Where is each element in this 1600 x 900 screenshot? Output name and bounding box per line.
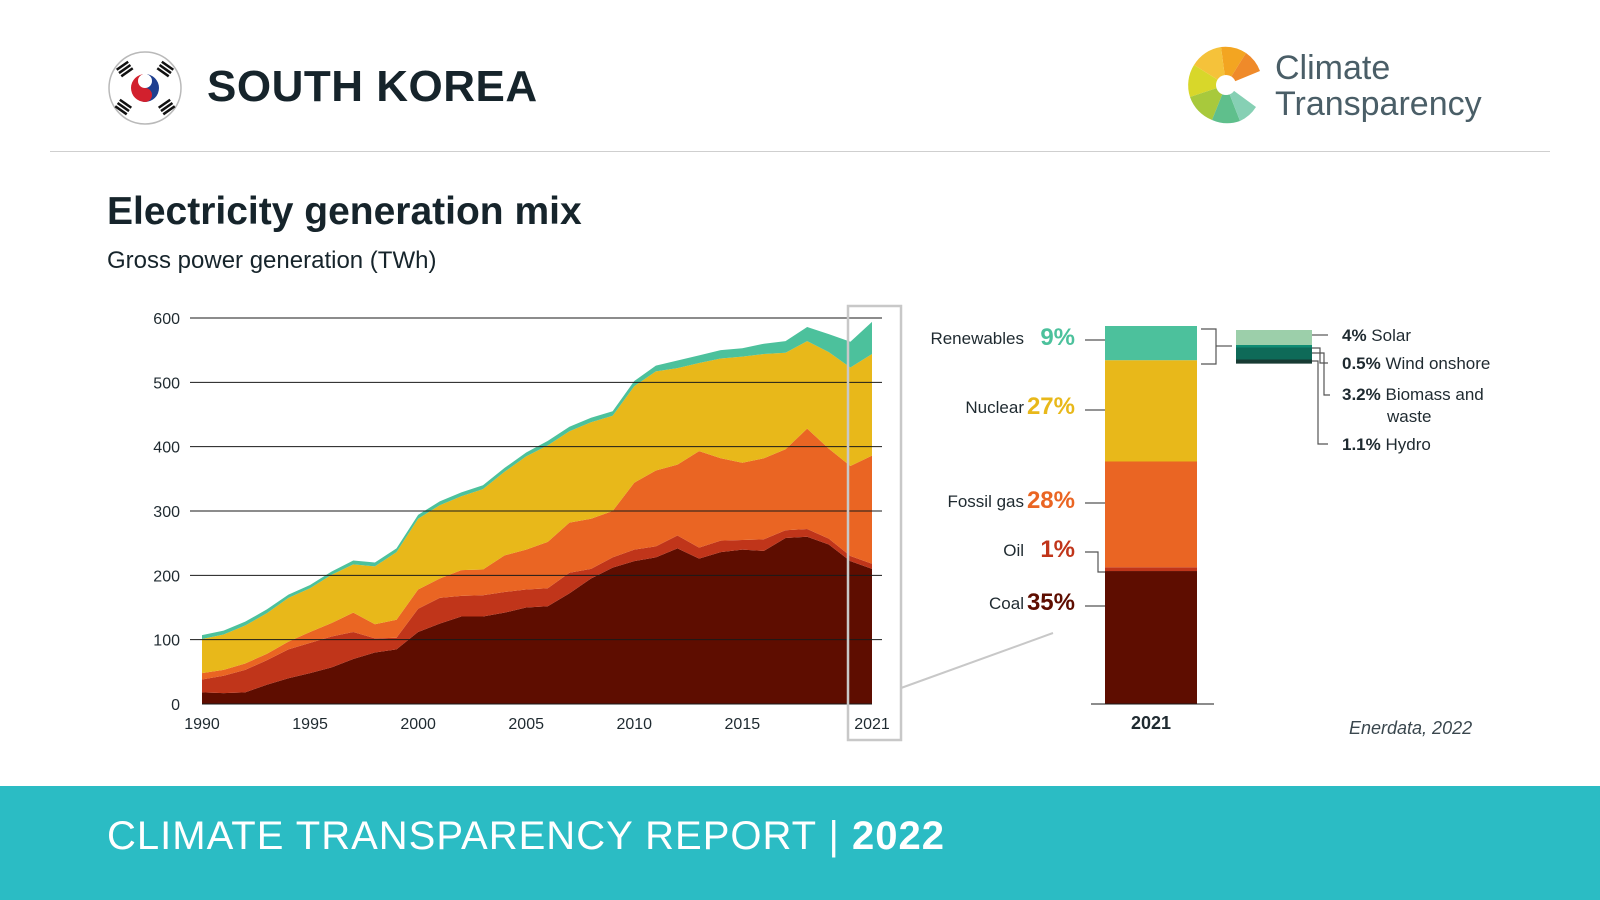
- footer-year: 2022: [852, 814, 946, 858]
- bar-pct-coal: 35%: [1027, 589, 1075, 616]
- x-tick-label: 1995: [292, 716, 328, 733]
- logo-line-1: Climate: [1275, 49, 1391, 87]
- country-title: SOUTH KOREA: [207, 62, 538, 111]
- renewables-segment-wind: [1236, 345, 1312, 348]
- bar-category-label: 2021: [1131, 713, 1171, 733]
- breakdown-pct-solar: 4%: [1342, 326, 1371, 345]
- area-nuclear: [202, 341, 872, 674]
- renewables-segment-solar: [1236, 330, 1312, 345]
- footer-bar: CLIMATE TRANSPARENCY REPORT | 2022: [0, 786, 1600, 900]
- x-tick-label: 2000: [400, 716, 436, 733]
- x-tick-label: 2015: [725, 716, 761, 733]
- x-tick-label: 2005: [508, 716, 544, 733]
- logo-line-2: Transparency: [1275, 85, 1482, 123]
- y-tick-label: 300: [153, 504, 180, 521]
- source-note: Enerdata, 2022: [1349, 718, 1473, 738]
- footer-report-name: CLIMATE TRANSPARENCY REPORT: [107, 814, 817, 858]
- bar-pct-gas: 28%: [1027, 487, 1075, 514]
- y-tick-label: 500: [153, 375, 180, 392]
- breakdown-label-biomass: 3.2% Biomass and waste: [1342, 385, 1484, 426]
- x-tick-label: 2010: [616, 716, 652, 733]
- breakdown-name-biomass-line2: waste: [1386, 407, 1431, 426]
- leader-line-oil: [1085, 551, 1105, 573]
- y-tick-label: 0: [171, 697, 180, 714]
- chart-title: Electricity generation mix: [107, 190, 582, 233]
- y-tick-label: 100: [153, 633, 180, 650]
- bar-label-gas: Fossil gas: [947, 492, 1024, 511]
- connector-line: [900, 632, 1054, 689]
- bar-segment-renewables: [1105, 326, 1197, 361]
- highlight-2021-box: [846, 304, 903, 742]
- breakdown-name-solar: Solar: [1371, 326, 1411, 345]
- renewables-segment-biomass: [1236, 347, 1312, 360]
- bar-label-renewables: Renewables: [930, 329, 1024, 348]
- breakdown-pct-hydro: 1.1%: [1342, 435, 1385, 454]
- south-korea-flag-icon: [108, 51, 182, 125]
- footer-text: CLIMATE TRANSPARENCY REPORT | 2022: [107, 814, 945, 859]
- bar-label-coal: Coal: [989, 594, 1024, 613]
- y-tick-label: 200: [153, 568, 180, 585]
- breakdown-leader-hydro: [1312, 360, 1328, 445]
- bar-segment-nuclear: [1105, 360, 1197, 462]
- breakdown-name-biomass: Biomass and: [1385, 385, 1483, 404]
- bar-pct-nuclear: 27%: [1027, 393, 1075, 420]
- footer-separator: |: [828, 814, 840, 858]
- x-tick-label: 1990: [184, 716, 220, 733]
- bar-pct-oil: 1%: [1040, 536, 1075, 563]
- bar-label-nuclear: Nuclear: [965, 398, 1024, 417]
- bar-label-oil: Oil: [1003, 541, 1024, 560]
- breakdown-pct-biomass: 3.2%: [1342, 385, 1385, 404]
- bar-pct-renewables: 9%: [1040, 324, 1075, 351]
- bar-segment-coal: [1105, 571, 1197, 704]
- area-coal: [202, 536, 872, 704]
- breakdown-name-wind: Wind onshore: [1385, 354, 1490, 373]
- logo-wordmark: Climate Transparency: [1275, 50, 1482, 122]
- breakdown-label-wind: 0.5% Wind onshore: [1342, 354, 1490, 373]
- y-tick-label: 400: [153, 440, 180, 457]
- bar-segment-gas: [1105, 461, 1197, 568]
- breakdown-pct-wind: 0.5%: [1342, 354, 1385, 373]
- area-oil: [202, 529, 872, 694]
- renewables-bracket: [1201, 328, 1217, 365]
- bar-segment-oil: [1105, 567, 1197, 572]
- header-divider: [50, 151, 1550, 152]
- breakdown-label-hydro: 1.1% Hydro: [1342, 435, 1431, 454]
- breakdown-name-hydro: Hydro: [1385, 435, 1430, 454]
- breakdown-label-solar: 4% Solar: [1342, 326, 1411, 345]
- breakdown-leader-biomass: [1312, 352, 1330, 396]
- chart-subtitle: Gross power generation (TWh): [107, 247, 437, 274]
- area-gas: [202, 428, 872, 680]
- x-tick-label: 2021: [854, 716, 890, 733]
- renewables-segment-hydro: [1236, 359, 1312, 364]
- y-tick-label: 600: [153, 311, 180, 328]
- climate-transparency-logo-icon: [1188, 46, 1260, 124]
